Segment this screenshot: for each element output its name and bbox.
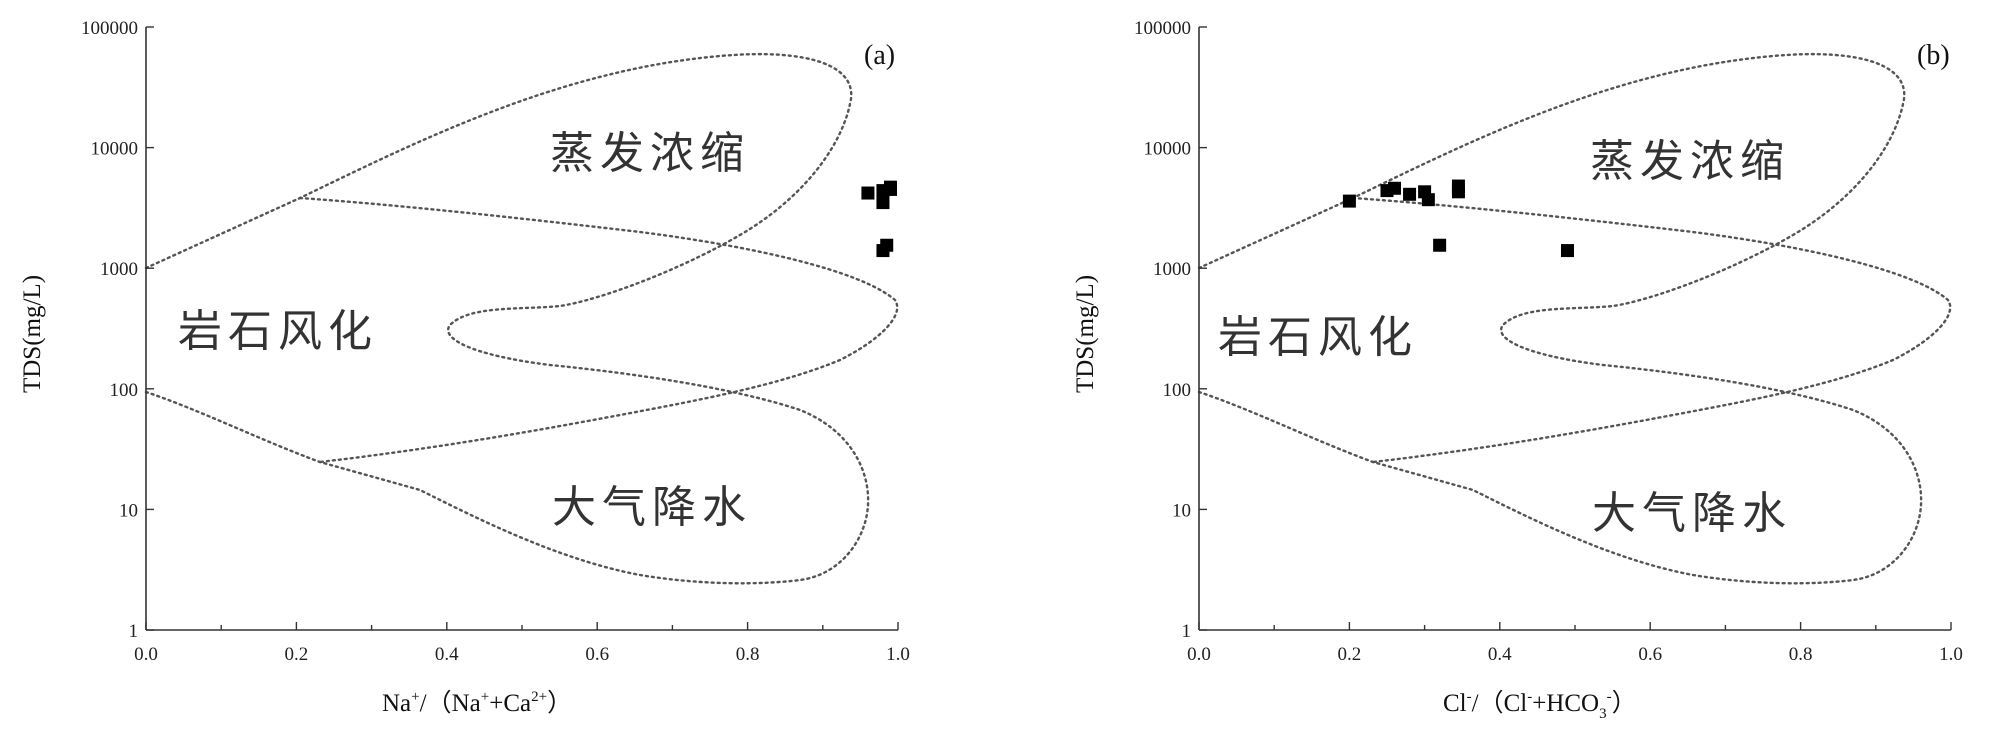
y-tick-label: 1 xyxy=(129,621,139,642)
panel-a-points xyxy=(861,180,897,258)
data-point xyxy=(876,196,890,210)
y-tick-label: 10 xyxy=(1172,500,1191,521)
panel-b-points xyxy=(1342,179,1574,258)
x-tick-label: 0.8 xyxy=(1789,644,1813,665)
x-tick-label: 0.4 xyxy=(1488,644,1512,665)
data-point xyxy=(1388,181,1402,195)
precipitation-label: 大气降水 xyxy=(552,482,752,533)
y-tick-label: 10000 xyxy=(91,139,139,160)
rock-weathering-label: 岩石风化 xyxy=(178,306,378,357)
data-point xyxy=(1433,238,1447,252)
panel-a-boundary-curves xyxy=(144,52,899,585)
data-point xyxy=(861,186,875,200)
y-tick-label: 1000 xyxy=(100,259,138,280)
panel-a-x-axis-title: Na+/（Na++Ca2+） xyxy=(382,689,572,717)
x-tick-label: 0.2 xyxy=(285,644,309,665)
x-tick-label: 0.8 xyxy=(736,644,760,665)
panel-b-region-labels: 蒸发浓缩 岩石风化 大气降水 xyxy=(1218,136,1792,539)
y-tick-label: 1 xyxy=(1182,621,1192,642)
x-tick-label: 0.2 xyxy=(1338,644,1362,665)
data-point xyxy=(1451,179,1465,193)
x-tick-label: 0.0 xyxy=(134,644,158,665)
x-tick-label: 1.0 xyxy=(886,644,910,665)
evaporation-label: 蒸发浓缩 xyxy=(1590,136,1790,187)
data-point xyxy=(1403,187,1417,201)
y-tick-label: 100000 xyxy=(1134,18,1191,39)
panel-b-x-axis-title: Cl-/（Cl-+HCO3-） xyxy=(1443,689,1637,722)
x-tick-label: 0.6 xyxy=(1638,644,1662,665)
rock-dominance-boundary xyxy=(144,196,899,464)
y-tick-label: 10 xyxy=(119,500,138,521)
data-point xyxy=(1560,244,1574,258)
y-tick-label: 1000 xyxy=(1153,259,1191,280)
rock-weathering-label: 岩石风化 xyxy=(1218,312,1418,363)
y-tick-label: 100 xyxy=(110,380,139,401)
evaporation-label: 蒸发浓缩 xyxy=(550,128,750,179)
data-point xyxy=(1421,193,1435,207)
x-tick-label: 0.6 xyxy=(585,644,609,665)
data-point xyxy=(1342,194,1356,208)
panel-a-region-labels: 蒸发浓缩 岩石风化 大气降水 xyxy=(178,128,752,533)
panel-a-axes: 0.0 0.2 0.4 0.6 0.8 1.0 1 10 100 1000 10000 100000 xyxy=(81,18,910,665)
y-tick-label: 100000 xyxy=(81,18,138,39)
rock-dominance-boundary xyxy=(1197,196,1952,464)
panel-b-label: (b) xyxy=(1917,40,1950,71)
evaporation-boundary xyxy=(144,52,870,585)
x-tick-label: 0.4 xyxy=(435,644,459,665)
panel-b-axes: 0.0 0.2 0.4 0.6 0.8 1.0 1 10 100 1000 10000 100000 xyxy=(1134,18,1963,665)
y-tick-label: 100 xyxy=(1163,380,1192,401)
precipitation-label: 大气降水 xyxy=(1592,488,1792,539)
panel-a: 蒸发浓缩 岩石风化 大气降水 0.0 0.2 0.4 0.6 0.8 1.0 1 10 100 1… xyxy=(19,18,910,717)
panel-a-y-axis-title: TDS(mg/L) xyxy=(19,275,46,393)
x-tick-label: 0.0 xyxy=(1187,644,1211,665)
evaporation-boundary xyxy=(1197,52,1923,585)
x-tick-label: 1.0 xyxy=(1939,644,1963,665)
panel-a-label: (a) xyxy=(864,40,895,71)
data-point xyxy=(876,244,890,258)
panel-b-y-axis-title: TDS(mg/L) xyxy=(1072,275,1099,393)
data-point xyxy=(883,180,897,194)
panel-b-boundary-curves xyxy=(1197,52,1952,585)
y-tick-label: 10000 xyxy=(1144,139,1192,160)
panel-b: 蒸发浓缩 岩石风化 大气降水 0.0 0.2 0.4 0.6 0.8 1.0 1 10 100 1… xyxy=(1072,18,1963,722)
